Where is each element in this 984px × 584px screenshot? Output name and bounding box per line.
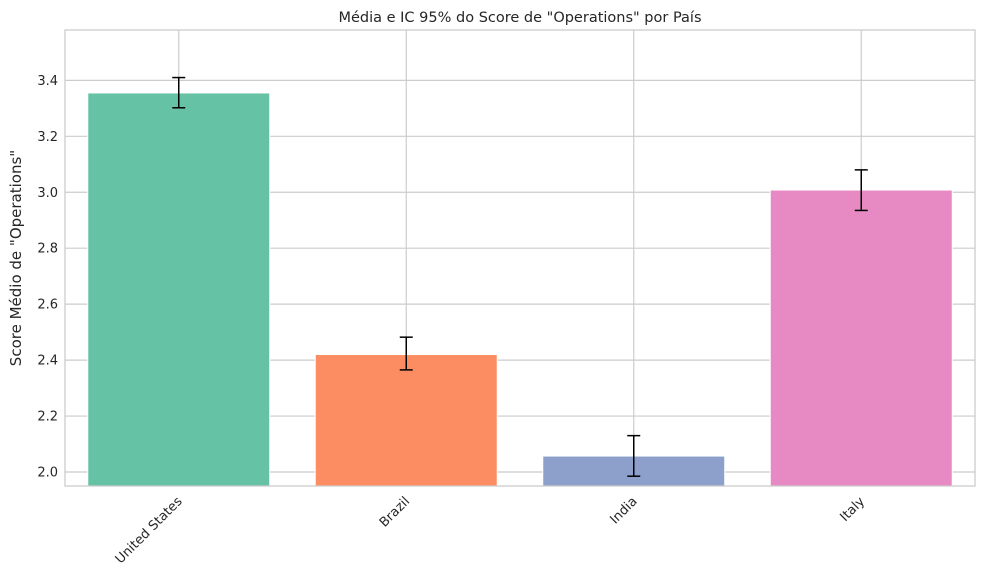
x-tick-label: Brazil [377,494,413,530]
x-tick-label: India [607,494,640,527]
bar-brazil [314,354,498,487]
x-tick-label: United States [113,494,186,567]
plot-frame [64,29,976,487]
y-axis-label: Score Médio de "Operations" [7,150,25,366]
y-tick-label: 2.0 [37,466,58,481]
y-tick-label: 2.6 [37,298,58,313]
plot-area: 2.0 2.2 2.4 2.6 2.8 3.0 3.2 3.4 United States Bra… [37,29,976,567]
y-tick-label: 2.8 [37,242,58,257]
y-tick-label: 3.0 [37,186,58,201]
bar-italy [769,189,953,487]
x-tick-label: Italy [838,494,869,525]
bar-united-states [87,92,271,487]
chart-title: Média e IC 95% do Score de "Operations" … [338,10,701,26]
y-tick-label: 2.4 [37,354,58,369]
y-tick-label: 3.4 [37,74,58,89]
y-tick-label: 3.2 [37,130,58,145]
y-tick-label: 2.2 [37,410,58,425]
